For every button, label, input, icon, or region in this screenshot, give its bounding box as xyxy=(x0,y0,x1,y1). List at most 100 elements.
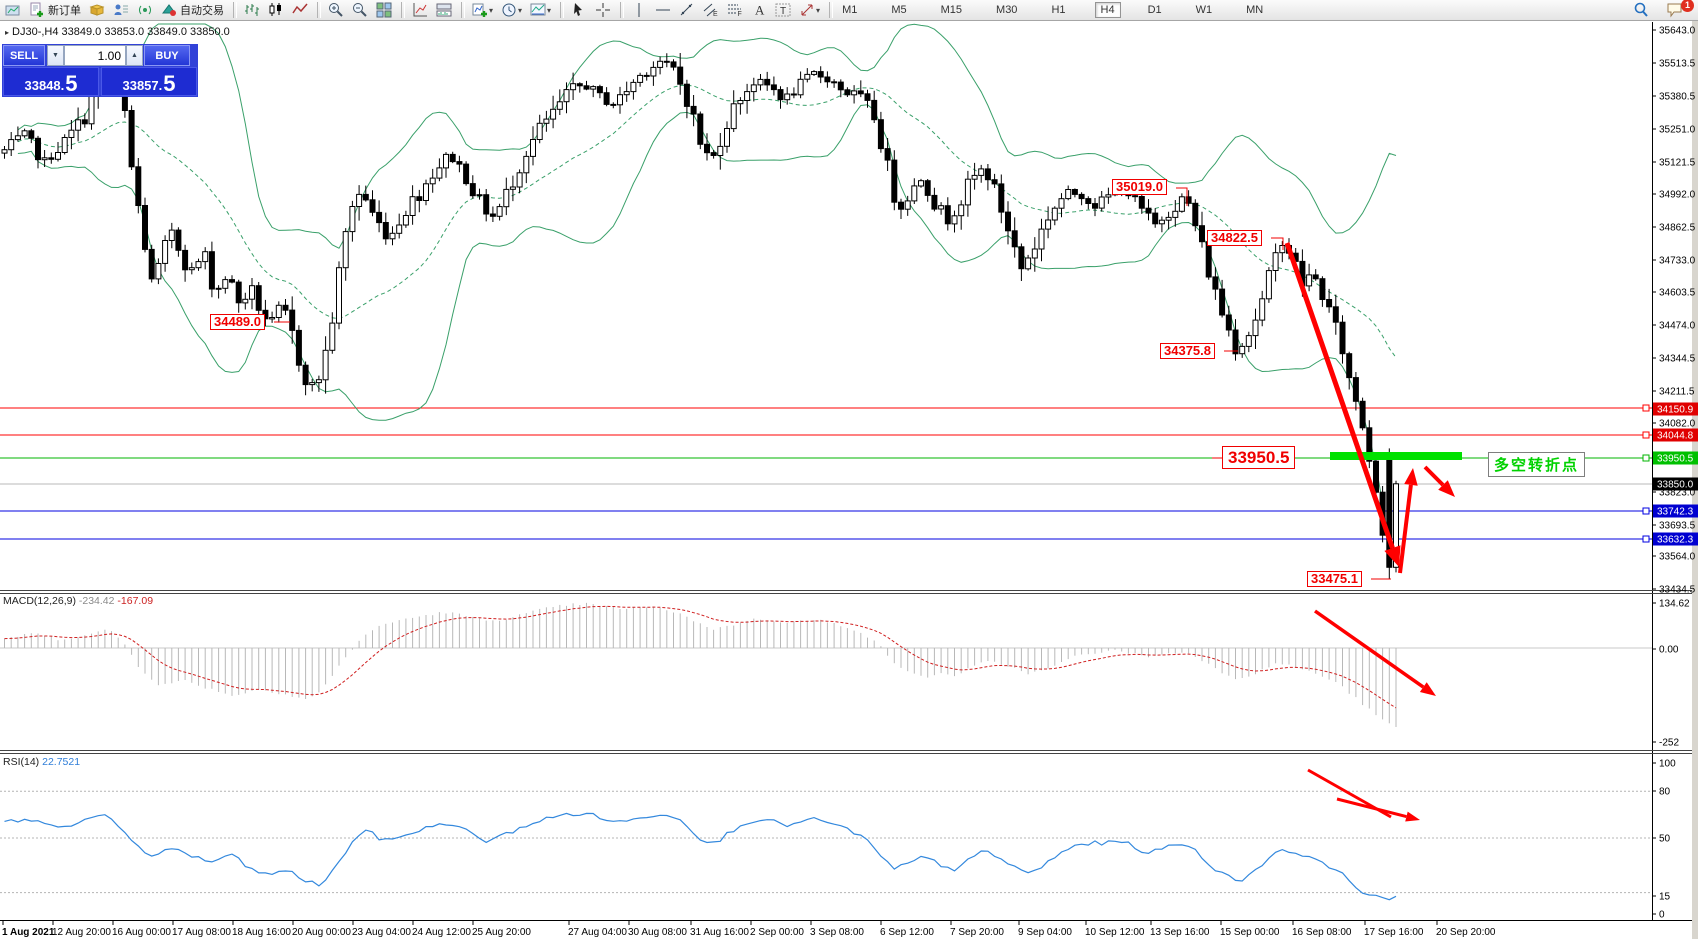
dropdown-caret-icon: ▾ xyxy=(518,5,523,15)
timeframe-m1-button[interactable]: M1 xyxy=(842,4,858,16)
toolbar-button-label: 新订单 xyxy=(48,5,81,17)
price-label-33950.5[interactable]: 33950.5 xyxy=(1222,446,1296,469)
svg-text:15: 15 xyxy=(1659,892,1671,903)
toolbar-separator xyxy=(233,2,237,18)
price-label-34375.8[interactable]: 34375.8 xyxy=(1160,343,1215,359)
timeframe-m30-button[interactable]: M30 xyxy=(996,4,1018,16)
data-folder-icon[interactable] xyxy=(86,1,108,19)
svg-text:10 Sep 12:00: 10 Sep 12:00 xyxy=(1085,927,1145,938)
svg-text:3 Sep 08:00: 3 Sep 08:00 xyxy=(810,927,864,938)
svg-text:12 Aug 20:00: 12 Aug 20:00 xyxy=(52,927,111,938)
volume-input[interactable]: 1.00 xyxy=(64,45,126,66)
svg-text:18 Aug 16:00: 18 Aug 16:00 xyxy=(232,927,291,938)
mini-chart-icon[interactable] xyxy=(2,1,24,19)
svg-text:34733.0: 34733.0 xyxy=(1659,256,1696,267)
horizontal-line-icon xyxy=(656,9,671,11)
svg-text:23 Aug 04:00: 23 Aug 04:00 xyxy=(352,927,411,938)
main-toolbar: 新订单 自动交易 ▾ ▾ ▾ E F A T ▾ M1 M5 M15 M30 H1 H4 D1 W1 MN 1 xyxy=(0,0,1698,21)
toolbar-separator xyxy=(401,2,405,18)
arrows-tool[interactable]: ▾ xyxy=(796,1,823,19)
channel-tool[interactable]: E xyxy=(700,1,722,19)
price-label-34489.0[interactable]: 34489.0 xyxy=(210,314,265,330)
candlestick-mode-icon xyxy=(269,3,281,16)
horizontal-line-tool[interactable] xyxy=(652,1,674,19)
candlestick-mode-button[interactable] xyxy=(265,1,287,19)
buy-button[interactable]: BUY xyxy=(144,45,190,66)
line-chart-mode-button[interactable] xyxy=(289,1,311,19)
toolbar-separator xyxy=(620,2,625,18)
templates-button[interactable]: ▾ xyxy=(527,1,554,19)
trendline-icon xyxy=(680,3,693,16)
tile-windows-button[interactable] xyxy=(373,1,395,19)
cursor-tool[interactable] xyxy=(568,1,590,19)
fibonacci-tool[interactable]: F xyxy=(724,1,746,19)
svg-text:6 Sep 12:00: 6 Sep 12:00 xyxy=(880,927,934,938)
line-chart-mode-icon xyxy=(292,3,308,14)
dropdown-caret-icon: ▾ xyxy=(816,5,821,15)
buy-price[interactable]: 33857. 5 xyxy=(101,67,197,96)
timeframe-h4-button[interactable]: H4 xyxy=(1094,2,1121,18)
svg-text:7 Sep 20:00: 7 Sep 20:00 xyxy=(950,927,1004,938)
price-label-33475.1[interactable]: 33475.1 xyxy=(1307,571,1362,587)
volume-up-spinner[interactable]: ▲ xyxy=(126,45,143,66)
svg-text:35251.0: 35251.0 xyxy=(1659,125,1696,136)
sell-button[interactable]: SELL xyxy=(3,45,45,66)
svg-text:T: T xyxy=(780,6,786,17)
svg-text:33693.5: 33693.5 xyxy=(1659,521,1696,532)
signals-icon[interactable] xyxy=(134,1,156,19)
zoom-in-button[interactable] xyxy=(325,1,347,19)
templates-icon xyxy=(530,3,546,16)
svg-text:17 Sep 16:00: 17 Sep 16:00 xyxy=(1364,927,1424,938)
zoom-in-icon xyxy=(329,3,343,17)
svg-text:31 Aug 16:00: 31 Aug 16:00 xyxy=(690,927,749,938)
zoom-out-button[interactable] xyxy=(349,1,371,19)
crosshair-tool[interactable] xyxy=(592,1,614,19)
bar-chart-mode-icon xyxy=(245,4,259,16)
cursor-icon xyxy=(574,3,583,16)
bar-chart-mode-button[interactable] xyxy=(241,1,263,19)
new-chart-button[interactable]: ▾ xyxy=(469,1,496,19)
sell-price[interactable]: 33848. 5 xyxy=(3,67,99,96)
price-label-35019.0[interactable]: 35019.0 xyxy=(1112,179,1167,195)
notifications-icon[interactable]: 1 xyxy=(1664,0,1694,19)
volume-down-spinner[interactable]: ▼ xyxy=(47,45,64,66)
timeframe-w1-button[interactable]: W1 xyxy=(1195,4,1213,16)
timeframe-d1-button[interactable]: D1 xyxy=(1147,4,1162,16)
indicators-button[interactable] xyxy=(409,1,431,19)
svg-text:50: 50 xyxy=(1659,834,1671,845)
autotrading-button[interactable]: 自动交易 xyxy=(158,1,227,19)
svg-text:34862.5: 34862.5 xyxy=(1659,223,1696,234)
signals-icon-icon xyxy=(139,5,151,15)
timeframe-m5-button[interactable]: M5 xyxy=(891,4,907,16)
svg-text:2 Sep 00:00: 2 Sep 00:00 xyxy=(750,927,804,938)
market-watch-icon-icon xyxy=(114,4,128,15)
timeframe-h1-button[interactable]: H1 xyxy=(1051,4,1066,16)
price-label-34822.5[interactable]: 34822.5 xyxy=(1207,230,1262,246)
indicators-icon xyxy=(413,3,427,17)
timeframe-mn-button[interactable]: MN xyxy=(1246,4,1264,16)
dropdown-caret-icon: ▾ xyxy=(547,5,552,15)
expand-triangle-icon[interactable]: ▸ xyxy=(5,28,10,37)
market-watch-icon[interactable] xyxy=(110,1,132,19)
new-order-button[interactable]: 新订单 xyxy=(26,1,84,19)
vertical-line-icon xyxy=(638,3,640,17)
search-icon[interactable] xyxy=(1630,1,1652,19)
svg-text:A: A xyxy=(755,3,765,18)
vertical-line-tool[interactable] xyxy=(628,1,650,19)
text-tool[interactable]: A xyxy=(748,1,770,19)
period-button[interactable]: ▾ xyxy=(498,1,525,19)
svg-text:1 Aug 2021: 1 Aug 2021 xyxy=(2,927,55,938)
svg-text:34082.0: 34082.0 xyxy=(1659,419,1696,430)
mini-chart-icon-icon xyxy=(5,5,20,16)
svg-text:20 Aug 00:00: 20 Aug 00:00 xyxy=(292,927,351,938)
turning-point-annotation: 多空转折点 xyxy=(1488,452,1586,477)
indicator-window-button[interactable] xyxy=(433,1,455,19)
trendline-tool[interactable] xyxy=(676,1,698,19)
text-label-tool[interactable]: T xyxy=(772,1,794,19)
timeframe-m15-button[interactable]: M15 xyxy=(940,4,963,16)
toolbar-items: 新订单 自动交易 ▾ ▾ ▾ E F A T ▾ xyxy=(2,1,837,19)
svg-text:E: E xyxy=(713,11,718,18)
svg-text:34344.5: 34344.5 xyxy=(1659,354,1696,365)
svg-text:24 Aug 12:00: 24 Aug 12:00 xyxy=(412,927,471,938)
